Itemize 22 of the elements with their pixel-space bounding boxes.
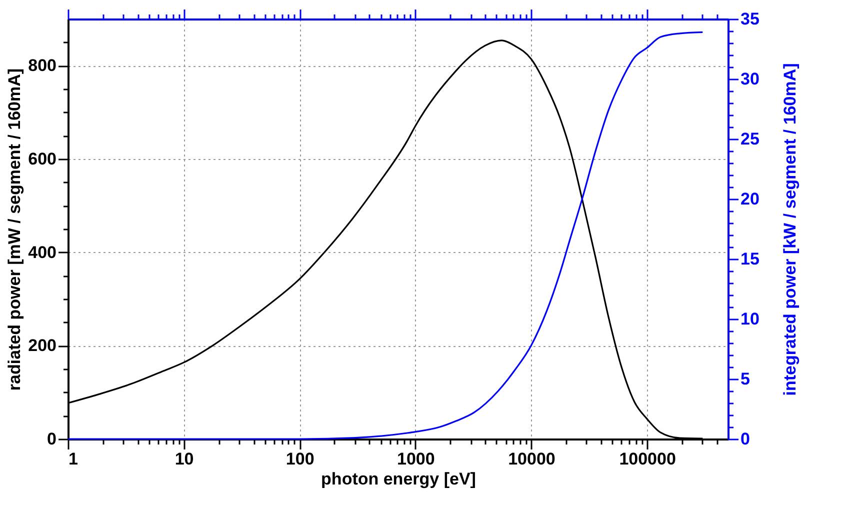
x-tick-label: 1000 [397,450,435,468]
x-axis-title: photon energy [eV] [321,470,476,488]
y2-tick-label: 15 [740,250,760,268]
y2-tick-label: 25 [740,130,760,148]
y2-tick-label: 5 [740,370,750,388]
y2-axis-title: integrated power [kW / segment / 160mA] [780,63,800,396]
y2-tick-label: 35 [740,10,760,28]
y-tick-label: 800 [28,56,56,76]
y-axis-title: radiated power [mW / segment / 160mA] [5,68,24,391]
y-tick-label: 400 [28,242,56,262]
x-tick-label: 100 [286,450,314,468]
y-tick-label: 200 [28,336,56,356]
y2-tick-label: 20 [740,190,760,208]
y2-tick-label: 0 [740,430,750,448]
x-tick-label: 1 [68,450,78,468]
y2-tick-label: 30 [740,70,760,88]
x-tick-label: 100000 [619,450,676,468]
x-tick-label: 10 [174,450,194,468]
y-tick-label: 0 [47,430,56,448]
x-tick-label: 10000 [508,450,556,468]
y-tick-label: 600 [28,150,56,168]
y2-tick-label: 10 [740,310,760,328]
